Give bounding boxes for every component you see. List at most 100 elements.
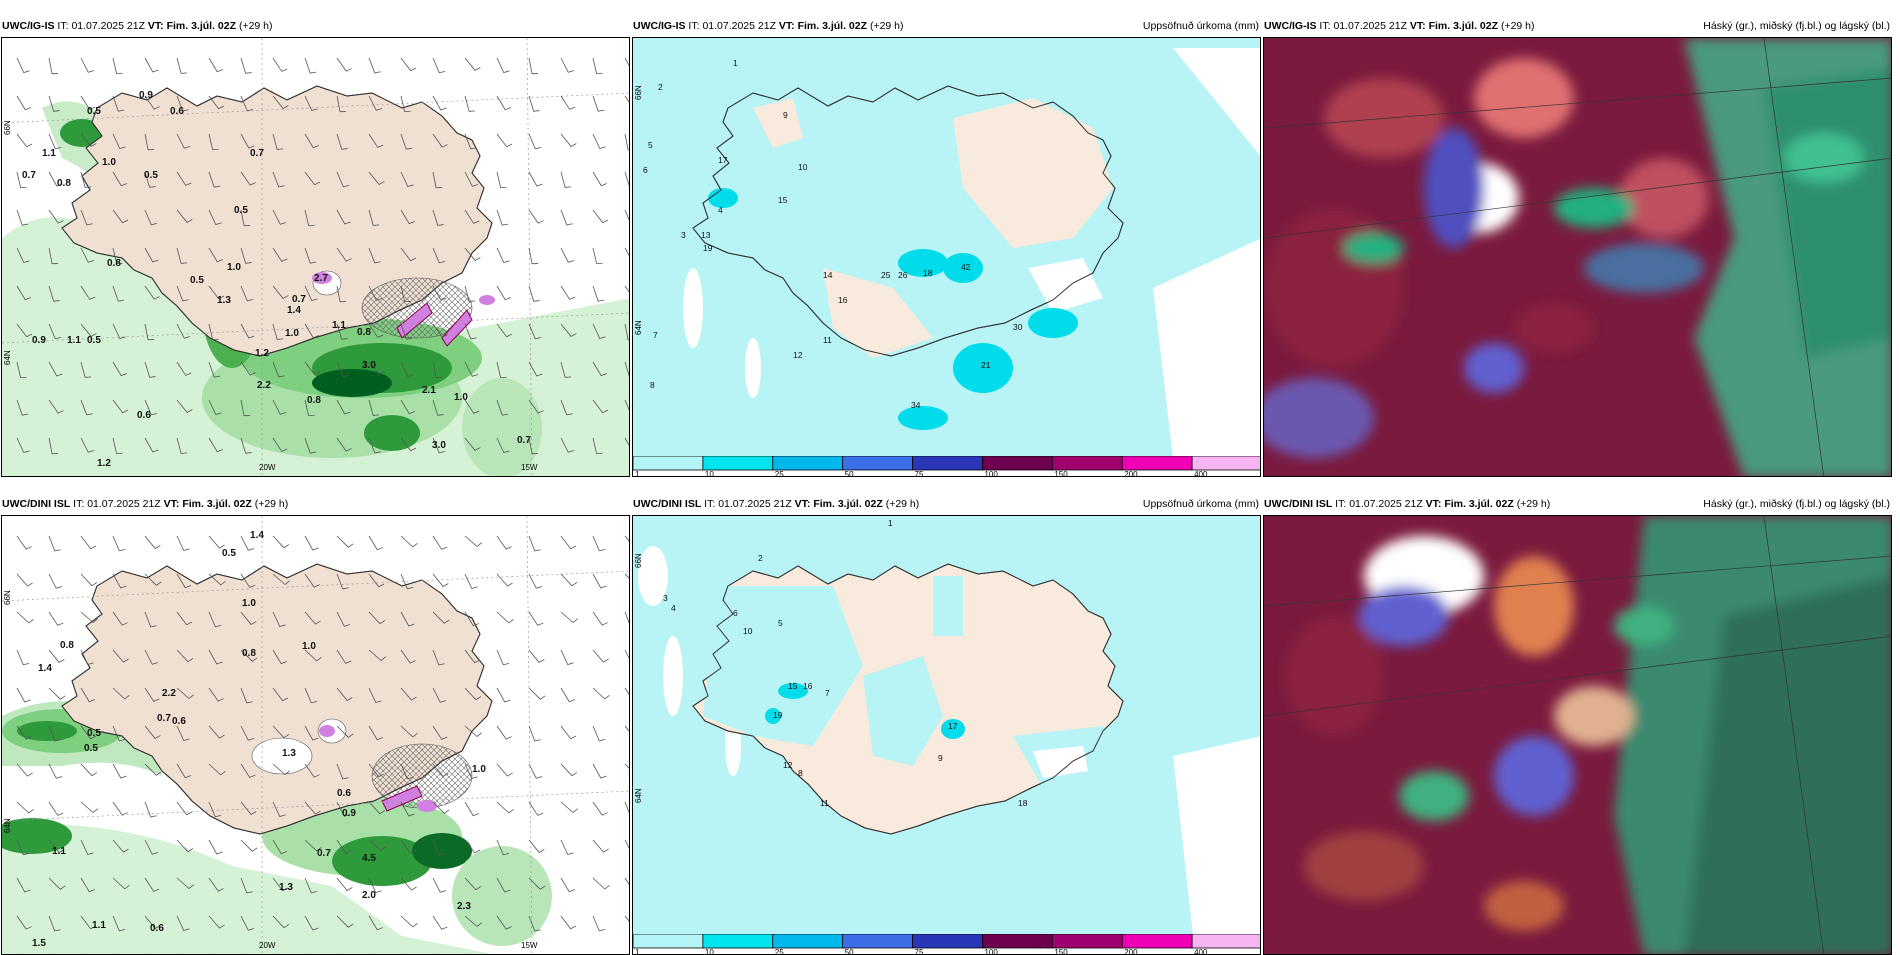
wind-barb	[176, 839, 194, 853]
wind-barb	[592, 399, 609, 414]
wind-barb	[624, 573, 629, 579]
svg-text:3.0: 3.0	[362, 360, 376, 371]
wind-barb	[528, 801, 544, 816]
svg-text:4: 4	[718, 205, 723, 215]
map-canvas[interactable]: 1.4 0.5 1.0 0.8 1.0 0.8 0.7 0.6 0.5 1.3 …	[1, 515, 630, 955]
wind-barb	[240, 323, 255, 339]
wind-barb	[208, 801, 222, 818]
wind-barb	[560, 209, 573, 226]
map-canvas[interactable]: 0.5 0.9 0.6 1.1 0.7 0.8 1.0 0.5 0.7 0.5 …	[1, 37, 630, 477]
wind-barb	[16, 687, 31, 703]
svg-text:12: 12	[793, 350, 803, 360]
colorbar-swatch	[1191, 934, 1260, 949]
svg-text:12: 12	[783, 760, 793, 770]
wind-barb	[272, 95, 289, 109]
wind-barb	[528, 209, 544, 224]
wind-barb	[208, 877, 224, 892]
wind-barb	[208, 687, 224, 702]
wind-barb	[272, 361, 285, 378]
wind-barb	[592, 171, 607, 187]
wind-barb	[592, 437, 603, 455]
wind-barb	[496, 573, 513, 587]
map-canvas[interactable]	[1263, 515, 1892, 955]
wind-barb	[113, 475, 114, 476]
wind-barb	[432, 687, 447, 703]
wind-barb	[80, 209, 93, 226]
wind-barb	[560, 399, 573, 416]
svg-text:16: 16	[838, 295, 848, 305]
svg-text:18: 18	[923, 268, 933, 278]
svg-text:25: 25	[881, 270, 891, 280]
wind-barb	[144, 535, 161, 549]
wind-barb	[368, 763, 385, 778]
wind-barb	[560, 915, 577, 930]
map-canvas[interactable]	[1263, 37, 1892, 477]
map-canvas[interactable]: 1 2 3 4 5 6 7 8 9 10 11 12 15 16 17 18 1…	[632, 515, 1261, 955]
model-name: UWC/DINI ISL	[1264, 498, 1333, 510]
svg-text:7: 7	[825, 688, 830, 698]
wind-barb	[336, 399, 351, 415]
svg-text:0.6: 0.6	[150, 923, 164, 934]
wind-barb	[304, 535, 319, 551]
wind-barb	[176, 535, 190, 551]
wind-barb	[208, 323, 219, 341]
wind-barb	[400, 649, 416, 664]
wind-barb	[112, 801, 128, 816]
wind-barb	[496, 323, 513, 338]
wind-barb	[176, 687, 194, 700]
wind-barb	[529, 475, 530, 476]
wind-barb	[336, 725, 354, 738]
wind-barb	[80, 687, 95, 703]
svg-text:15: 15	[778, 195, 788, 205]
wind-barb	[112, 687, 130, 700]
wind-barb	[336, 687, 353, 701]
wind-barb	[432, 573, 449, 587]
svg-text:1.1: 1.1	[67, 335, 81, 346]
wind-barb	[80, 839, 94, 855]
wind-barb	[433, 475, 434, 476]
svg-text:1.2: 1.2	[97, 458, 111, 469]
wind-barb	[464, 535, 482, 548]
panel-header: UWC/IG-IS IT: 01.07.2025 21Z VT: Fim. 3.…	[1263, 15, 1892, 37]
wind-barb	[336, 95, 347, 113]
wind-barb	[368, 361, 385, 375]
wind-barb	[208, 611, 222, 628]
colorbar: 1 10 25 50 75 100 150 200 400	[633, 456, 1260, 477]
colorbar-tick: 100	[984, 470, 998, 477]
wind-barb	[112, 133, 126, 149]
wind-barb	[144, 839, 159, 855]
wind-barb	[560, 57, 575, 73]
panel-header: UWC/IG-IS IT: 01.07.2025 21Z VT: Fim. 3.…	[632, 15, 1261, 37]
wind-barb	[560, 323, 577, 337]
wind-barb	[16, 399, 29, 416]
wind-barb	[400, 611, 415, 627]
wind-barb	[16, 209, 29, 226]
wind-barb	[336, 915, 354, 928]
svg-text:42: 42	[961, 262, 971, 272]
map-canvas[interactable]: 1 2 3 4 5 6 7 8 9 10 11 12 13 14 15 16 1…	[632, 37, 1261, 477]
wind-barb	[144, 725, 161, 739]
wind-barb	[400, 725, 418, 738]
model-name: UWC/IG-IS	[1264, 20, 1317, 32]
wind-barb	[112, 763, 127, 779]
valid-time: Fim. 3.júl. 02Z	[813, 498, 883, 510]
wind-barb	[80, 399, 93, 416]
wind-barb	[336, 801, 351, 817]
wind-barb	[48, 247, 59, 265]
svg-text:2.0: 2.0	[362, 890, 376, 901]
wind-barb	[80, 323, 97, 337]
wind-barb	[528, 361, 543, 377]
wind-barb	[368, 801, 386, 815]
wind-barb	[336, 133, 348, 150]
colorbar-swatch	[1121, 456, 1193, 471]
svg-text:1.2: 1.2	[255, 348, 269, 359]
svg-text:2.2: 2.2	[257, 380, 271, 391]
wind-barb	[16, 915, 32, 930]
svg-text:1.3: 1.3	[217, 295, 231, 306]
wind-barb	[80, 285, 96, 300]
wind-barb	[48, 915, 61, 932]
wind-barb	[176, 763, 191, 779]
wind-barb	[464, 209, 480, 224]
field-title: Uppsöfnuð úrkoma (mm)	[1142, 498, 1259, 510]
wind-barb	[176, 573, 191, 589]
